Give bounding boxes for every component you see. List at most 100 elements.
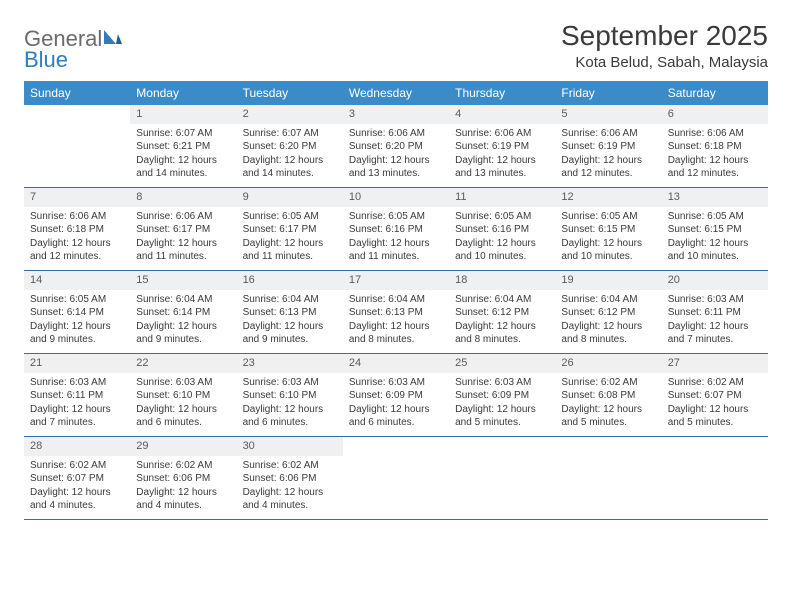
day-number: 11 [449,188,555,207]
sunset-text: Sunset: 6:10 PM [243,389,337,403]
sunrise-text: Sunrise: 6:06 AM [30,210,124,224]
sunset-text: Sunset: 6:11 PM [30,389,124,403]
cell-body: Sunrise: 6:04 AMSunset: 6:13 PMDaylight:… [237,290,343,353]
sunset-text: Sunset: 6:07 PM [668,389,762,403]
sunrise-text: Sunrise: 6:07 AM [243,127,337,141]
sunset-text: Sunset: 6:08 PM [561,389,655,403]
cell-body: Sunrise: 6:04 AMSunset: 6:13 PMDaylight:… [343,290,449,353]
cell-body: Sunrise: 6:05 AMSunset: 6:16 PMDaylight:… [343,207,449,270]
cell-body: Sunrise: 6:05 AMSunset: 6:15 PMDaylight:… [662,207,768,270]
sunset-text: Sunset: 6:19 PM [455,140,549,154]
cell-body: Sunrise: 6:02 AMSunset: 6:07 PMDaylight:… [24,456,130,519]
sunrise-text: Sunrise: 6:05 AM [349,210,443,224]
sunset-text: Sunset: 6:15 PM [668,223,762,237]
day-number: 5 [555,105,661,124]
calendar-cell: 28Sunrise: 6:02 AMSunset: 6:07 PMDayligh… [24,437,130,519]
daylight-line2: and 8 minutes. [349,333,443,347]
calendar-cell: 24Sunrise: 6:03 AMSunset: 6:09 PMDayligh… [343,354,449,436]
calendar-cell: 2Sunrise: 6:07 AMSunset: 6:20 PMDaylight… [237,105,343,187]
sunset-text: Sunset: 6:16 PM [455,223,549,237]
sunset-text: Sunset: 6:18 PM [30,223,124,237]
day-number: 16 [237,271,343,290]
day-number [24,105,130,124]
calendar-cell: 19Sunrise: 6:04 AMSunset: 6:12 PMDayligh… [555,271,661,353]
daylight-line1: Daylight: 12 hours [668,403,762,417]
sunrise-text: Sunrise: 6:03 AM [136,376,230,390]
sunrise-text: Sunrise: 6:04 AM [243,293,337,307]
sunrise-text: Sunrise: 6:05 AM [30,293,124,307]
daylight-line2: and 9 minutes. [30,333,124,347]
daylight-line2: and 14 minutes. [136,167,230,181]
daylight-line2: and 13 minutes. [349,167,443,181]
daylight-line1: Daylight: 12 hours [243,403,337,417]
calendar-cell: 15Sunrise: 6:04 AMSunset: 6:14 PMDayligh… [130,271,236,353]
dow-thursday: Thursday [449,81,555,105]
cell-body: Sunrise: 6:05 AMSunset: 6:16 PMDaylight:… [449,207,555,270]
cell-body: Sunrise: 6:02 AMSunset: 6:08 PMDaylight:… [555,373,661,436]
cell-body: Sunrise: 6:03 AMSunset: 6:11 PMDaylight:… [662,290,768,353]
calendar-cell: 4Sunrise: 6:06 AMSunset: 6:19 PMDaylight… [449,105,555,187]
calendar-cell: 6Sunrise: 6:06 AMSunset: 6:18 PMDaylight… [662,105,768,187]
day-number: 17 [343,271,449,290]
cell-body: Sunrise: 6:06 AMSunset: 6:18 PMDaylight:… [24,207,130,270]
calendar-cell: 18Sunrise: 6:04 AMSunset: 6:12 PMDayligh… [449,271,555,353]
daylight-line2: and 7 minutes. [30,416,124,430]
sunrise-text: Sunrise: 6:06 AM [668,127,762,141]
daylight-line2: and 12 minutes. [30,250,124,264]
day-number: 3 [343,105,449,124]
daylight-line1: Daylight: 12 hours [561,403,655,417]
sunset-text: Sunset: 6:13 PM [349,306,443,320]
calendar-cell-empty [555,437,661,519]
daylight-line1: Daylight: 12 hours [243,486,337,500]
daylight-line2: and 11 minutes. [349,250,443,264]
daylight-line2: and 12 minutes. [561,167,655,181]
sunset-text: Sunset: 6:21 PM [136,140,230,154]
day-number: 15 [130,271,236,290]
calendar-cell-empty [449,437,555,519]
daylight-line2: and 12 minutes. [668,167,762,181]
cell-body: Sunrise: 6:06 AMSunset: 6:19 PMDaylight:… [449,124,555,187]
sunset-text: Sunset: 6:12 PM [455,306,549,320]
day-number: 26 [555,354,661,373]
sunset-text: Sunset: 6:11 PM [668,306,762,320]
calendar-cell-empty [343,437,449,519]
cell-body: Sunrise: 6:03 AMSunset: 6:09 PMDaylight:… [449,373,555,436]
cell-body: Sunrise: 6:07 AMSunset: 6:21 PMDaylight:… [130,124,236,187]
daylight-line1: Daylight: 12 hours [561,154,655,168]
sunset-text: Sunset: 6:17 PM [136,223,230,237]
sunset-text: Sunset: 6:06 PM [243,472,337,486]
calendar-cell-empty [662,437,768,519]
sunrise-text: Sunrise: 6:04 AM [561,293,655,307]
calendar-cell: 5Sunrise: 6:06 AMSunset: 6:19 PMDaylight… [555,105,661,187]
week-row: 7Sunrise: 6:06 AMSunset: 6:18 PMDaylight… [24,188,768,271]
daylight-line1: Daylight: 12 hours [30,403,124,417]
calendar-cell: 29Sunrise: 6:02 AMSunset: 6:06 PMDayligh… [130,437,236,519]
daylight-line2: and 6 minutes. [349,416,443,430]
calendar-cell: 9Sunrise: 6:05 AMSunset: 6:17 PMDaylight… [237,188,343,270]
daylight-line2: and 9 minutes. [243,333,337,347]
day-number: 24 [343,354,449,373]
day-number: 9 [237,188,343,207]
cell-body: Sunrise: 6:04 AMSunset: 6:12 PMDaylight:… [555,290,661,353]
daylight-line2: and 6 minutes. [243,416,337,430]
cell-body: Sunrise: 6:06 AMSunset: 6:17 PMDaylight:… [130,207,236,270]
daylight-line1: Daylight: 12 hours [561,237,655,251]
daylight-line2: and 11 minutes. [136,250,230,264]
daylight-line2: and 10 minutes. [561,250,655,264]
sunset-text: Sunset: 6:09 PM [349,389,443,403]
sunset-text: Sunset: 6:19 PM [561,140,655,154]
sunrise-text: Sunrise: 6:06 AM [349,127,443,141]
sunrise-text: Sunrise: 6:04 AM [455,293,549,307]
sunrise-text: Sunrise: 6:04 AM [349,293,443,307]
sunrise-text: Sunrise: 6:05 AM [668,210,762,224]
cell-body: Sunrise: 6:02 AMSunset: 6:06 PMDaylight:… [237,456,343,519]
calendar-cell: 13Sunrise: 6:05 AMSunset: 6:15 PMDayligh… [662,188,768,270]
cell-body: Sunrise: 6:05 AMSunset: 6:14 PMDaylight:… [24,290,130,353]
day-number: 4 [449,105,555,124]
calendar-cell: 20Sunrise: 6:03 AMSunset: 6:11 PMDayligh… [662,271,768,353]
daylight-line2: and 10 minutes. [455,250,549,264]
sunrise-text: Sunrise: 6:06 AM [455,127,549,141]
cell-body: Sunrise: 6:03 AMSunset: 6:09 PMDaylight:… [343,373,449,436]
daylight-line1: Daylight: 12 hours [136,154,230,168]
sunset-text: Sunset: 6:06 PM [136,472,230,486]
